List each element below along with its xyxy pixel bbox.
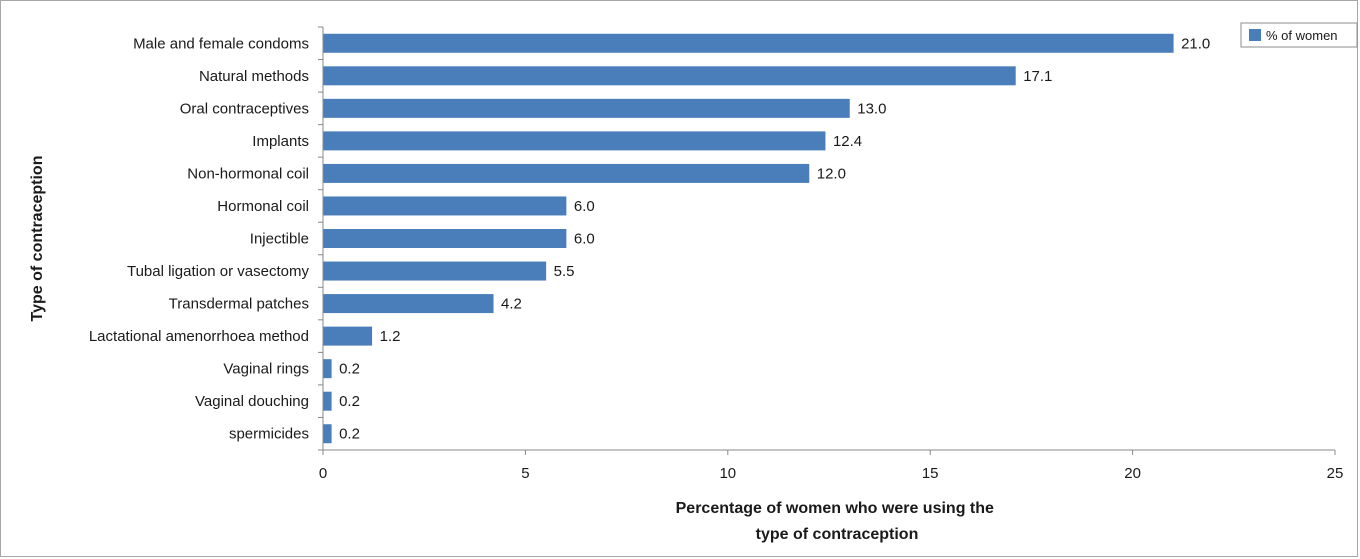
category-label-10: Vaginal rings (223, 361, 309, 378)
y-axis-title: Type of contraception (29, 156, 46, 322)
data-label-3: 12.4 (833, 133, 862, 150)
x-tick-label-1: 5 (521, 465, 529, 482)
x-axis-title: Percentage of women who were using the t… (676, 500, 999, 543)
category-label-11: Vaginal douching (195, 393, 309, 410)
x-ticks-group: 0 5 10 15 20 25 (319, 450, 1344, 482)
data-label-5: 6.0 (574, 198, 595, 215)
bar-10 (323, 359, 332, 379)
x-tick-label-2: 10 (719, 465, 736, 482)
data-label-6: 6.0 (574, 231, 595, 248)
bar-3 (323, 131, 826, 151)
data-label-1: 17.1 (1023, 68, 1052, 85)
category-label-12: spermicides (229, 426, 309, 443)
category-label-1: Natural methods (199, 68, 309, 85)
bar-9 (323, 326, 373, 346)
data-label-7: 5.5 (554, 263, 575, 280)
legend-box (1240, 22, 1358, 48)
bar-0 (323, 33, 1174, 53)
category-label-4: Non-hormonal coil (187, 165, 309, 182)
data-label-4: 12.0 (817, 165, 846, 182)
bar-11 (323, 391, 332, 411)
data-label-2: 13.0 (857, 100, 886, 117)
bar-7 (323, 261, 547, 281)
x-tick-label-0: 0 (319, 465, 327, 482)
bar-4 (323, 163, 810, 183)
bar-2 (323, 98, 850, 118)
data-label-12: 0.2 (339, 426, 360, 443)
x-tick-label-5: 25 (1327, 465, 1344, 482)
bar-5 (323, 196, 567, 216)
legend-swatch (1249, 29, 1261, 41)
axes-group (318, 26, 1335, 451)
category-label-7: Tubal ligation or vasectomy (127, 263, 310, 280)
category-label-8: Transdermal patches (169, 296, 309, 313)
category-label-5: Hormonal coil (217, 198, 309, 215)
x-tick-label-3: 15 (922, 465, 939, 482)
bars-group (323, 33, 1174, 444)
x-axis-title-line-1: Percentage of women who were using the (676, 500, 994, 517)
legend: % of women (1240, 22, 1358, 48)
data-label-11: 0.2 (339, 393, 360, 410)
data-label-0: 21.0 (1181, 35, 1210, 52)
data-label-8: 4.2 (501, 296, 522, 313)
category-label-2: Oral contraceptives (180, 100, 309, 117)
category-label-9: Lactational amenorrhoea method (89, 328, 309, 345)
bar-8 (323, 294, 494, 314)
category-label-3: Implants (252, 133, 309, 150)
category-label-0: Male and female condoms (133, 35, 309, 52)
category-label-6: Injectible (250, 231, 309, 248)
x-axis-title-line-2: type of contraception (756, 526, 919, 543)
bar-12 (323, 424, 332, 444)
data-label-10: 0.2 (339, 361, 360, 378)
data-labels-group: 21.0 17.1 13.0 12.4 12.0 6.0 6.0 5.5 4.2 1.2 0.2 0.… (339, 35, 1210, 442)
x-tick-label-4: 20 (1124, 465, 1141, 482)
category-labels-group: Male and female condoms Natural methods Or… (89, 35, 310, 442)
bar-6 (323, 229, 567, 248)
bar-1 (323, 66, 1016, 86)
legend-entry-label: % of women (1266, 28, 1338, 43)
data-label-9: 1.2 (380, 328, 401, 345)
